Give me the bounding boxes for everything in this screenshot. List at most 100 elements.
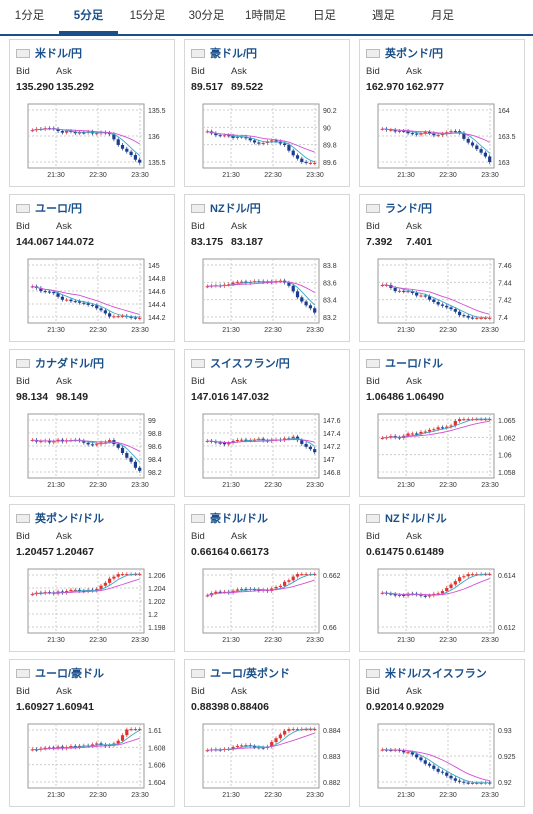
candle-body xyxy=(112,134,116,140)
pair-name[interactable]: NZドル/ドル xyxy=(385,513,447,525)
candle-body xyxy=(133,574,138,576)
pair-title[interactable]: NZドル/ドル xyxy=(366,511,447,525)
pair-name[interactable]: ユーロ/豪ドル xyxy=(35,668,105,680)
x-tick-label: 23:30 xyxy=(306,327,324,334)
candle-body xyxy=(218,442,222,444)
candle-body xyxy=(483,574,488,576)
candle-body xyxy=(235,281,239,283)
candle-body xyxy=(120,735,125,741)
candle-body xyxy=(304,729,308,731)
y-tick-label: 0.662 xyxy=(323,573,341,580)
bid-label: Bid xyxy=(366,686,380,697)
pair-name[interactable]: ユーロ/英ポンド xyxy=(210,668,291,680)
pair-name[interactable]: ランド/円 xyxy=(385,203,433,215)
candle-body xyxy=(380,285,384,287)
pair-title[interactable]: 英ポンド/ドル xyxy=(16,511,104,525)
tab-1[interactable]: 5分足 xyxy=(59,0,118,34)
tab-5[interactable]: 日足 xyxy=(313,10,336,22)
y-tick-label: 0.884 xyxy=(323,728,341,735)
candle-body xyxy=(445,305,449,308)
x-tick-label: 22:30 xyxy=(439,327,457,334)
bid-value: 0.66164 xyxy=(191,546,229,558)
pair-title[interactable]: NZドル/円 xyxy=(191,201,261,215)
pair-name[interactable]: ユーロ/円 xyxy=(35,203,83,215)
pair-title[interactable]: 米ドル/スイスフラン xyxy=(366,666,487,680)
pair-name[interactable]: 米ドル/スイスフラン xyxy=(385,668,487,680)
candle-body xyxy=(222,443,227,445)
pair-title[interactable]: ユーロ/ドル xyxy=(366,356,443,370)
rate-card[interactable]: NZドル/円 Bid Ask 83.175 83.187 83.8 83.6 83.4 83.2… xyxy=(184,194,350,342)
candle-body xyxy=(466,138,470,143)
pair-title[interactable]: 豪ドル/円 xyxy=(191,46,257,60)
pair-title[interactable]: 英ポンド/円 xyxy=(366,46,443,60)
pair-title[interactable]: ランド/円 xyxy=(366,201,432,215)
x-tick-label: 22:30 xyxy=(264,637,282,644)
tab-7[interactable]: 月足 xyxy=(431,10,454,22)
candle-body xyxy=(30,130,34,132)
x-tick-label: 21:30 xyxy=(222,792,240,799)
pair-title[interactable]: ユーロ/英ポンド xyxy=(191,666,290,680)
y-tick-label: 146.8 xyxy=(323,470,341,477)
candle-body xyxy=(240,136,244,138)
pair-name[interactable]: 米ドル/円 xyxy=(35,48,83,60)
candle-body xyxy=(406,433,410,436)
ask-label: Ask xyxy=(231,376,247,387)
rate-card[interactable]: カナダドル/円 Bid Ask 98.134 98.149 99 98.8 98.6 98.4 9… xyxy=(9,349,175,497)
tab-4[interactable]: 1時間足 xyxy=(245,10,286,22)
rate-card[interactable]: ランド/円 Bid Ask 7.392 7.401 7.46 7.44 7.42 7.4 21:3… xyxy=(359,194,525,342)
candle-body xyxy=(419,133,423,135)
pair-title[interactable]: カナダドル/円 xyxy=(16,356,104,370)
y-tick-label: 145 xyxy=(148,263,160,270)
rate-card[interactable]: 英ポンド/ドル Bid Ask 1.20457 1.20467 1.206 1.204 1.2… xyxy=(9,504,175,652)
bid-value: 1.06486 xyxy=(366,391,404,403)
pair-title[interactable]: 豪ドル/ドル xyxy=(191,511,268,525)
rate-card[interactable]: 豪ドル/円 Bid Ask 89.517 89.522 90.2 90 89.8 89.6 21:… xyxy=(184,39,350,187)
tab-0[interactable]: 1分足 xyxy=(14,10,45,22)
x-tick-label: 21:30 xyxy=(222,327,240,334)
rate-card[interactable]: 米ドル/スイスフラン Bid Ask 0.92014 0.92029 0.93 0.925 0… xyxy=(359,659,525,807)
pair-name[interactable]: スイスフラン/円 xyxy=(210,358,290,370)
rate-card[interactable]: ユーロ/英ポンド Bid Ask 0.88398 0.88406 0.884 0.883 0.… xyxy=(184,659,350,807)
y-tick-label: 0.92 xyxy=(498,780,512,787)
candle-body xyxy=(129,316,133,318)
candle-body xyxy=(462,781,466,783)
x-tick-label: 22:30 xyxy=(89,327,107,334)
ask-value: 147.032 xyxy=(231,391,269,403)
bid-value: 162.970 xyxy=(366,81,404,93)
rate-card[interactable]: 米ドル/円 Bid Ask 135.290 135.292 135.5 136 135.5 21… xyxy=(9,39,175,187)
pair-name[interactable]: 英ポンド/円 xyxy=(385,48,444,60)
pair-title[interactable]: 米ドル/円 xyxy=(16,46,82,60)
pair-name[interactable]: カナダドル/円 xyxy=(35,358,105,370)
rate-card[interactable]: ユーロ/円 Bid Ask 144.067 144.072 145 144.8 144.6 14… xyxy=(9,194,175,342)
candle-body xyxy=(99,308,103,311)
candle-body xyxy=(488,156,492,163)
ma-long-line xyxy=(207,438,315,443)
pair-name[interactable]: NZドル/円 xyxy=(210,203,261,215)
pair-name[interactable]: 英ポンド/ドル xyxy=(35,513,105,525)
rate-card[interactable]: 英ポンド/円 Bid Ask 162.970 162.977 164 163.5 163 21:… xyxy=(359,39,525,187)
pair-name[interactable]: ユーロ/ドル xyxy=(385,358,444,370)
candle-body xyxy=(69,589,73,591)
candle-body xyxy=(103,310,107,314)
pair-title[interactable]: ユーロ/円 xyxy=(16,201,82,215)
pair-title[interactable]: スイスフラン/円 xyxy=(191,356,290,370)
rate-card[interactable]: スイスフラン/円 Bid Ask 147.016 147.032 147.6 147.4 14… xyxy=(184,349,350,497)
tab-2[interactable]: 15分足 xyxy=(129,10,166,22)
mini-chart: 1.206 1.204 1.202 1.2 1.198 21:30 22:30 23:30 xyxy=(27,568,166,644)
rate-card[interactable]: NZドル/ドル Bid Ask 0.61475 0.61489 0.614 0.612 21:… xyxy=(359,504,525,652)
bid-label: Bid xyxy=(191,221,205,232)
pair-name[interactable]: 豪ドル/ドル xyxy=(210,513,269,525)
tab-6[interactable]: 週足 xyxy=(372,10,395,22)
rate-card[interactable]: ユーロ/豪ドル Bid Ask 1.60927 1.60941 1.61 1.608 1.60… xyxy=(9,659,175,807)
candle-body xyxy=(90,744,95,746)
rate-card[interactable]: ユーロ/ドル Bid Ask 1.06486 1.06490 1.065 1.062 1.06… xyxy=(359,349,525,497)
candle-body xyxy=(449,131,453,133)
x-tick-label: 21:30 xyxy=(47,792,65,799)
rate-card[interactable]: 豪ドル/ドル Bid Ask 0.66164 0.66173 0.662 0.66 21:30… xyxy=(184,504,350,652)
pair-title[interactable]: ユーロ/豪ドル xyxy=(16,666,104,680)
tab-3[interactable]: 30分足 xyxy=(188,10,225,22)
candle-body xyxy=(393,749,397,751)
y-tick-label: 0.883 xyxy=(323,754,341,761)
pair-name[interactable]: 豪ドル/円 xyxy=(210,48,258,60)
candle-body xyxy=(453,131,457,133)
